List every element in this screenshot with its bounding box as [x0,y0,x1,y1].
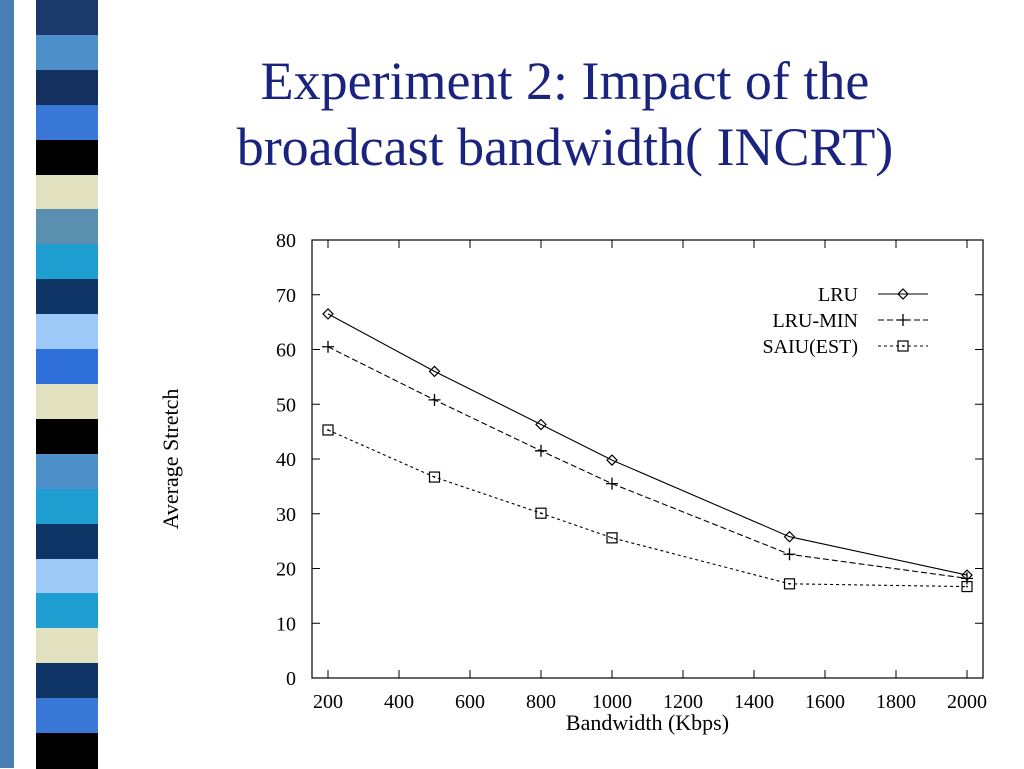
series-saiu-est- [322,424,973,593]
legend-label: SAIU(EST) [762,336,858,358]
chart-legend: LRU LRU-MIN SAIU(EST) [762,284,928,358]
stripe-segment [36,209,98,246]
data-point-square-dot [327,429,329,431]
stripe-segment [36,69,98,106]
data-point-diamond [428,365,441,378]
x-tick-label: 200 [313,691,343,713]
series-line [327,429,968,588]
data-point-square [428,471,441,483]
stripe-segment [36,139,98,176]
y-tick-label: 20 [276,559,296,581]
x-tick-label: 2000 [947,691,987,713]
decorative-rail [0,0,14,768]
chart-axes [311,239,984,679]
data-point-plus [897,314,909,326]
stripe-segment [36,279,98,316]
stripe-segment [36,558,98,595]
stripe-segment [36,628,98,665]
x-tick-label: 1600 [805,691,845,713]
data-point-square-dot [902,345,904,347]
data-point-plus [961,572,973,585]
decorative-stripe-bar [0,0,120,769]
data-point-diamond [606,454,618,466]
stripe-segment [36,698,98,735]
data-point-square [535,507,547,519]
slide-title-line-1: Experiment 2: Impact of the [260,51,870,111]
stripe-segment [36,349,98,385]
y-tick-label: 0 [286,668,296,690]
data-point-plus [606,477,618,490]
data-point-square-dot [788,583,791,585]
series-lru [322,308,973,581]
stripe-segment [36,104,98,141]
data-point-plus [428,393,441,406]
stripe-segment [36,488,98,525]
plot-frame [311,239,984,679]
stripe-segment [36,174,98,211]
y-tick-label: 10 [276,613,296,635]
slide-title-line-2: broadcast bandwidth( INCRT) [236,117,894,177]
series-lru-min [322,340,973,585]
data-point-plus [322,340,334,353]
x-tick-label: 1200 [663,691,703,713]
stripe-segment [36,384,98,420]
line-chart: 0 10 20 30 40 50 60 70 80 200 400 600 800 1000 1200 140… [158,230,987,735]
stripe-segment [36,244,98,281]
data-point-square [322,424,334,436]
y-axis-label: Average Stretch [158,389,183,530]
data-point-diamond [897,288,909,300]
x-tick-label: 1000 [592,691,632,713]
series-line [327,313,968,576]
data-point-diamond [783,530,796,543]
data-point-diamond [535,418,547,431]
data-point-square-dot [433,476,436,478]
data-point-plus [535,444,547,457]
stripe-segment [36,523,98,560]
data-point-square [961,580,973,593]
stripe-segment [36,593,98,630]
chart-ticks: 0 10 20 30 40 50 60 70 80 200 400 600 800 1000 1200 140… [276,230,987,713]
stripe-segment [36,34,98,71]
slide-title: Experiment 2: Impact of the broadcast ba… [130,48,1000,180]
x-axis-label: Bandwidth (Kbps) [566,710,729,735]
data-point-square-dot [611,537,613,539]
x-tick-label: 1400 [734,691,774,713]
data-point-square [783,578,796,590]
legend-label: LRU [818,284,859,306]
y-tick-label: 80 [276,230,296,252]
y-tick-label: 60 [276,340,296,362]
y-tick-label: 70 [276,285,296,307]
data-point-plus [783,548,796,561]
stripe-segment [36,733,98,769]
data-point-square [897,340,909,352]
x-tick-label: 600 [455,691,485,713]
stripe-segment [36,663,98,700]
y-tick-label: 50 [276,394,296,416]
y-tick-label: 40 [276,449,296,471]
stripe-segment [36,314,98,351]
chart-series [322,308,973,593]
series-line [327,346,968,579]
y-tick-label: 30 [276,504,296,526]
x-tick-label: 800 [526,691,556,713]
data-point-square-dot [540,512,542,515]
stripe-segment [36,0,98,36]
stripe-segment [36,453,98,490]
x-tick-label: 1800 [876,691,916,713]
stripe-segment [36,418,98,455]
data-point-square-dot [966,585,968,588]
data-point-diamond [322,308,334,320]
legend-label: LRU-MIN [772,310,858,332]
x-tick-label: 400 [384,691,414,713]
data-point-square [606,532,618,544]
